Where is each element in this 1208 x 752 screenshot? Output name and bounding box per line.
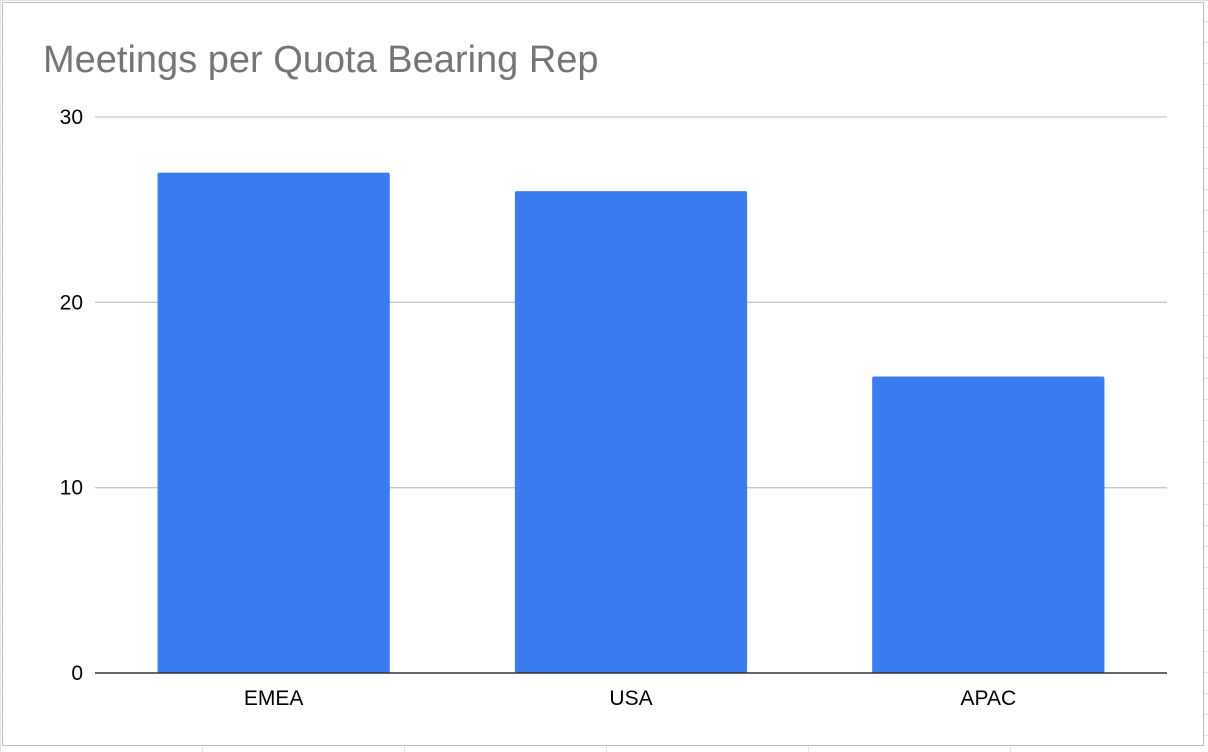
x-tick-label: EMEA — [244, 687, 304, 710]
x-tick-label: APAC — [961, 687, 1017, 710]
bar-chart-plot: 0 10 20 30 EMEA USA APAC — [60, 106, 1167, 710]
bar-emea[interactable] — [157, 172, 390, 673]
y-tick-label: 10 — [60, 477, 83, 500]
chart-title: Meetings per Quota Bearing Rep — [43, 39, 599, 81]
bar-apac[interactable] — [872, 376, 1105, 673]
y-tick-label: 0 — [71, 662, 83, 685]
x-tick-label: USA — [609, 687, 652, 710]
y-tick-label: 20 — [60, 291, 83, 314]
bar-usa[interactable] — [514, 191, 748, 673]
y-tick-label: 30 — [60, 106, 83, 129]
